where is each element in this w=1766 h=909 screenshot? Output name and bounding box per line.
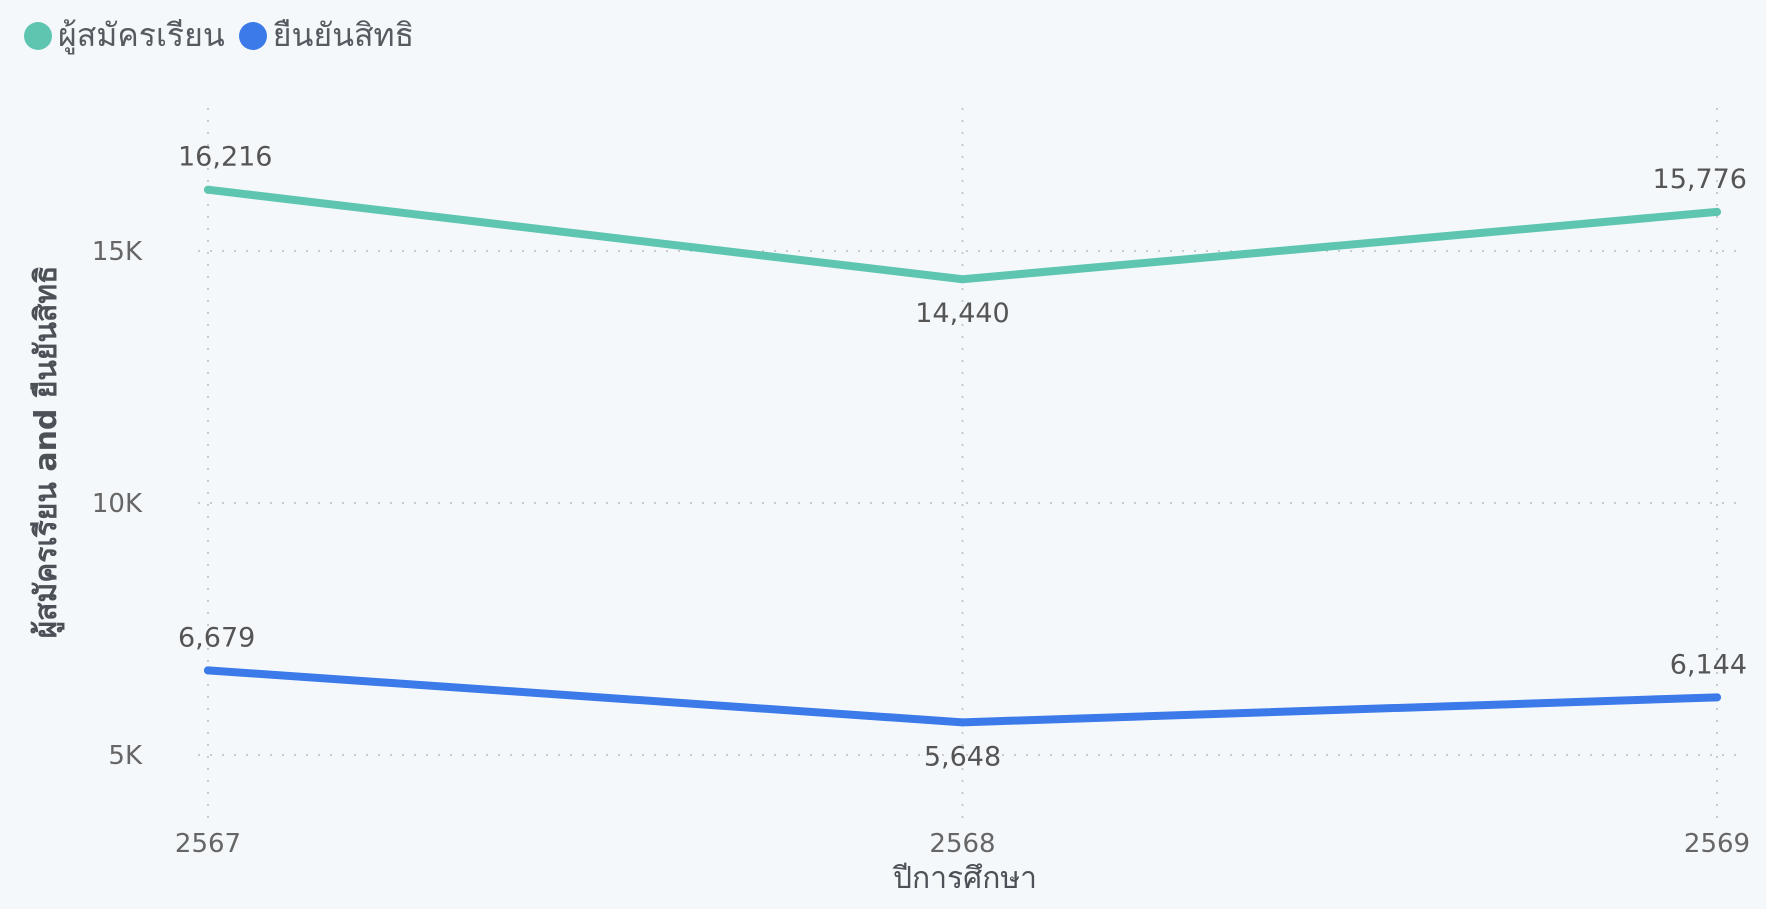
data-point[interactable] — [1713, 693, 1721, 702]
x-tick-label: 2568 — [929, 829, 995, 859]
data-label: 15,776 — [1653, 164, 1747, 195]
y-tick-label: 5K — [108, 741, 143, 771]
tick-labels: 5K 10K 15K 2567 2568 2569 — [92, 237, 1750, 859]
x-tick-label: 2567 — [175, 829, 241, 859]
legend: ผู้สมัครเรียน ยืนยันสิทธิ — [24, 10, 414, 61]
data-label: 14,440 — [915, 298, 1009, 329]
y-tick-label: 15K — [92, 237, 143, 267]
data-point[interactable] — [204, 185, 212, 194]
data-point[interactable] — [958, 718, 967, 727]
y-axis-title: ผู้สมัครเรียน and ยืนยันสิทธิ — [29, 266, 65, 639]
data-points — [204, 185, 1721, 727]
y-tick-label: 10K — [92, 489, 143, 519]
legend-label-confirmed: ยืนยันสิทธิ — [272, 16, 415, 54]
data-point[interactable] — [1713, 207, 1721, 216]
gridlines — [198, 108, 1737, 826]
data-label: 5,648 — [924, 741, 1001, 772]
legend-marker-confirmed — [238, 21, 267, 50]
data-labels: 16,216 14,440 15,776 6,679 5,648 6,144 — [178, 142, 1747, 773]
data-point[interactable] — [204, 666, 212, 675]
legend-label-applicants: ผู้สมัครเรียน — [58, 16, 225, 54]
legend-item-confirmed[interactable]: ยืนยันสิทธิ — [238, 10, 415, 61]
legend-item-applicants[interactable]: ผู้สมัครเรียน — [24, 10, 225, 61]
legend-marker-applicants — [24, 21, 52, 50]
data-label: 16,216 — [178, 142, 272, 173]
data-point[interactable] — [958, 275, 967, 284]
x-axis-title: ปีการศึกษา — [892, 861, 1037, 896]
data-label: 6,679 — [178, 622, 255, 653]
data-label: 6,144 — [1670, 649, 1747, 680]
x-tick-label: 2569 — [1684, 829, 1750, 859]
